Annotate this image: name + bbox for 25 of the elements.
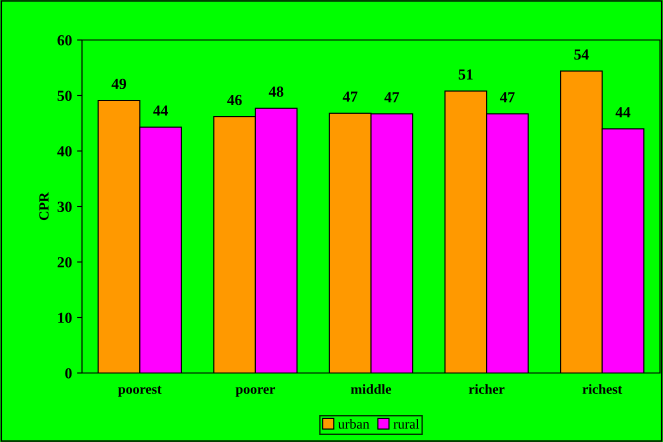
y-tick-label: 40 (57, 146, 72, 156)
y-tick-label: 50 (58, 90, 72, 101)
data-label: 48 (268, 86, 284, 97)
data-label: 44 (616, 107, 630, 118)
data-label: 47 (500, 92, 515, 102)
y-tick-label: 30 (58, 202, 72, 212)
legend-label: urban (338, 418, 370, 429)
y-axis-title: CPR (39, 192, 49, 220)
data-label: 44 (153, 105, 168, 116)
x-tick-label: poorest (118, 386, 162, 397)
data-label: 46 (227, 94, 242, 106)
y-tick-label: 0 (65, 368, 72, 378)
x-tick-label: richer (468, 384, 504, 394)
x-tick-label: middle (350, 384, 392, 394)
data-label: 49 (112, 78, 126, 90)
data-label: 54 (574, 49, 589, 60)
data-label: 47 (384, 92, 400, 102)
y-tick-label: 10 (58, 312, 72, 323)
data-label: 47 (342, 92, 358, 102)
y-tick-label: 60 (58, 35, 72, 46)
y-tick-label: 20 (58, 257, 72, 268)
x-tick-label: richest (582, 384, 622, 394)
data-label: 51 (458, 69, 473, 80)
x-tick-label: poorer (236, 387, 276, 397)
legend-label: rural (393, 418, 420, 429)
